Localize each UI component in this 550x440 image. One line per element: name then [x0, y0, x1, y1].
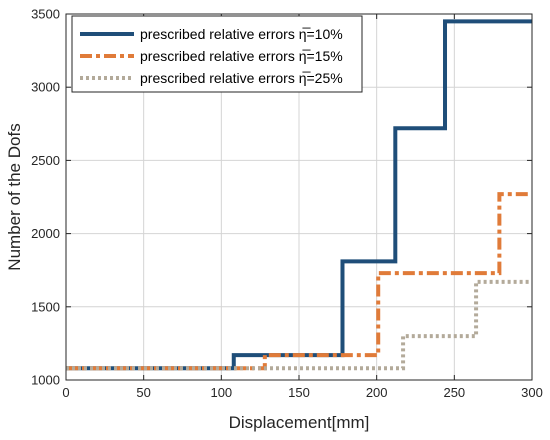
- legend-label-2: prescribed relative errors η̅=15%: [140, 48, 343, 64]
- y-tick-label: 3500: [31, 7, 60, 22]
- series-group: [66, 19, 532, 371]
- x-axis-label: Displacement[mm]: [229, 413, 370, 432]
- series-line-1: [66, 19, 532, 371]
- x-tick-label: 0: [62, 385, 69, 400]
- series-line-2: [66, 192, 532, 371]
- y-tick-label: 1500: [31, 299, 60, 314]
- y-tick-label: 2000: [31, 226, 60, 241]
- y-tick-label: 3000: [31, 80, 60, 95]
- legend-label-3: prescribed relative errors η̅=25%: [140, 70, 343, 86]
- x-tick-label: 50: [136, 385, 150, 400]
- x-tick-label: 150: [288, 385, 310, 400]
- x-tick-label: 250: [443, 385, 465, 400]
- x-tick-label: 300: [521, 385, 543, 400]
- axis-ticks: 0 50 100 150 200 250 300 1000 1500 2000 2500 3000 35…: [31, 7, 543, 401]
- y-tick-label: 2500: [31, 153, 60, 168]
- x-tick-label: 100: [210, 385, 232, 400]
- y-axis-label: Number of the Dofs: [5, 123, 24, 270]
- series-line-3: [66, 279, 532, 371]
- x-tick-label: 200: [366, 385, 388, 400]
- y-tick-label: 1000: [31, 373, 60, 388]
- legend: prescribed relative errors η̅=10% prescri…: [71, 15, 363, 93]
- legend-label-1: prescribed relative errors η̅=10%: [140, 26, 343, 42]
